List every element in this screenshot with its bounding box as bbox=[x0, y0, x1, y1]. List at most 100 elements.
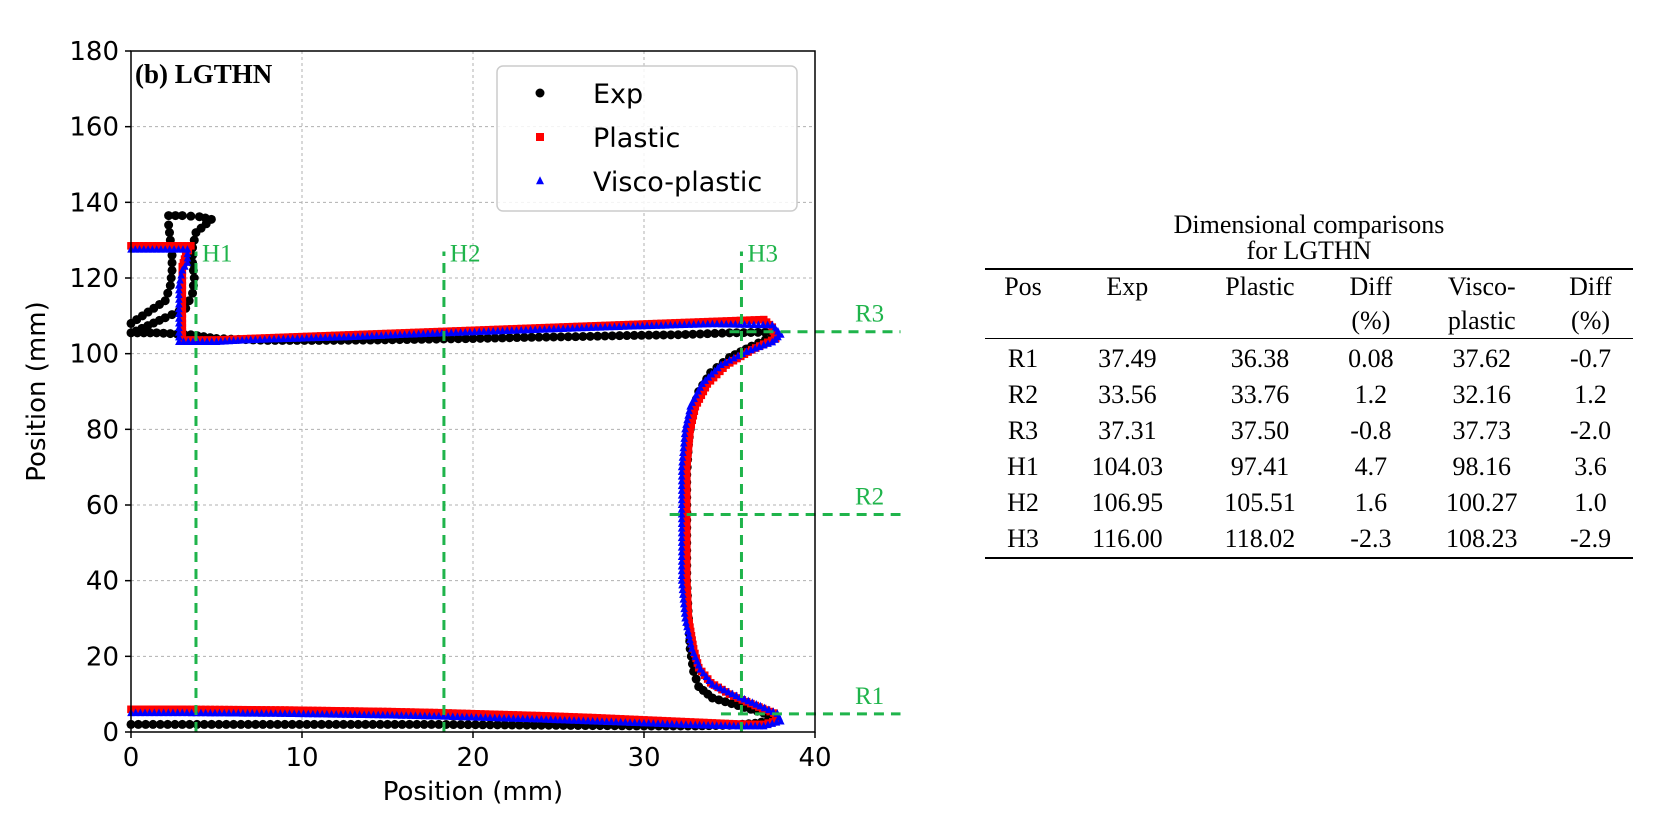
data-point-plastic bbox=[686, 425, 694, 434]
data-point-exp bbox=[177, 211, 187, 221]
data-point-plastic bbox=[685, 430, 694, 438]
data-point-visco-plastic bbox=[372, 331, 381, 340]
data-point-exp bbox=[236, 719, 246, 729]
data-point-exp bbox=[461, 334, 471, 344]
table-cell: -0.7 bbox=[1569, 344, 1612, 373]
data-point-exp bbox=[456, 720, 466, 730]
table-row: R2 33.56 33.76 1.2 32.16 1.2 bbox=[985, 377, 1633, 413]
data-point-exp bbox=[163, 288, 173, 298]
table-cell: R3 bbox=[1007, 416, 1039, 445]
data-point-exp bbox=[214, 719, 224, 729]
data-point-plastic bbox=[687, 631, 696, 640]
data-point-plastic bbox=[690, 407, 699, 415]
data-point-exp bbox=[629, 330, 639, 340]
y-tick-label: 100 bbox=[69, 340, 119, 370]
data-point-exp bbox=[185, 719, 195, 729]
data-point-exp bbox=[148, 719, 158, 729]
panel-label: (b) LGTHN bbox=[135, 59, 273, 89]
data-point-exp bbox=[383, 719, 392, 729]
data-point-plastic bbox=[178, 332, 187, 340]
data-point-plastic bbox=[755, 315, 763, 324]
table-cell: 108.23 bbox=[1446, 524, 1518, 553]
data-point-visco-plastic bbox=[175, 281, 183, 289]
data-point-visco-plastic bbox=[680, 604, 688, 613]
data-point-exp bbox=[164, 228, 174, 238]
data-point-exp bbox=[607, 331, 617, 341]
data-point-plastic bbox=[741, 316, 749, 325]
table-row: H2 106.95 105.51 1.6 100.27 1.0 bbox=[985, 485, 1633, 521]
data-point-plastic bbox=[682, 543, 691, 552]
data-point-visco-plastic bbox=[734, 351, 742, 360]
data-point-exp bbox=[167, 258, 177, 268]
data-point-exp bbox=[514, 720, 524, 730]
data-point-exp bbox=[258, 719, 268, 729]
data-point-exp bbox=[158, 328, 168, 338]
data-point-exp bbox=[273, 719, 283, 729]
data-point-exp bbox=[710, 328, 720, 338]
table-cell: -2.3 bbox=[1350, 524, 1392, 553]
table-row: H3 116.00 118.02 -2.3 108.23 -2.9 bbox=[985, 521, 1633, 558]
table-row: H1 104.03 97.41 4.7 98.16 3.6 bbox=[985, 449, 1633, 485]
data-point-visco-plastic bbox=[689, 648, 698, 656]
marker-label-r2: R2 bbox=[855, 483, 884, 510]
data-point-visco-plastic bbox=[717, 360, 725, 369]
data-point-plastic bbox=[682, 534, 691, 542]
data-point-plastic bbox=[682, 477, 691, 486]
series-layer bbox=[126, 211, 785, 731]
x-axis-label: Position (mm) bbox=[383, 777, 563, 807]
table-header-cell: Exp bbox=[1061, 269, 1194, 339]
table-cell: 1.2 bbox=[1354, 380, 1388, 409]
data-point-visco-plastic bbox=[679, 448, 687, 457]
data-point-exp bbox=[529, 720, 539, 730]
chart: H1 H2 H3 R1 R2 R3 0 10 20 30 40 0 20 40 60 80 100 120 140… bbox=[22, 37, 901, 807]
data-point-plastic bbox=[682, 515, 691, 523]
data-point-exp bbox=[295, 719, 305, 729]
data-point-exp bbox=[695, 329, 705, 339]
data-point-exp bbox=[536, 720, 546, 730]
data-point-exp bbox=[497, 333, 507, 343]
data-point-exp bbox=[448, 720, 458, 730]
data-point-exp bbox=[170, 211, 180, 221]
data-point-visco-plastic bbox=[682, 420, 690, 428]
table-cell: 1.0 bbox=[1574, 488, 1607, 517]
data-point-exp bbox=[412, 719, 422, 729]
data-point-exp bbox=[170, 719, 180, 729]
table-cell: 106.95 bbox=[1091, 488, 1164, 517]
data-point-plastic bbox=[750, 316, 759, 324]
table-header-cell: Visco-plastic bbox=[1415, 269, 1548, 339]
data-point-exp bbox=[265, 719, 275, 729]
data-point-visco-plastic bbox=[677, 486, 686, 494]
data-point-plastic bbox=[682, 529, 691, 538]
data-point-visco-plastic bbox=[677, 561, 686, 570]
data-point-visco-plastic bbox=[682, 618, 690, 626]
y-tick-label: 40 bbox=[86, 567, 119, 597]
data-point-visco-plastic bbox=[396, 330, 404, 338]
data-point-plastic bbox=[684, 614, 693, 623]
data-point-visco-plastic bbox=[175, 299, 183, 308]
data-point-visco-plastic bbox=[684, 626, 692, 635]
data-point-exp bbox=[165, 329, 175, 339]
legend-marker-exp bbox=[535, 88, 545, 98]
data-point-exp bbox=[593, 331, 603, 341]
data-point-exp bbox=[287, 719, 297, 729]
data-point-exp bbox=[468, 334, 478, 344]
data-point-visco-plastic bbox=[687, 639, 695, 648]
table-header-text: plastic bbox=[1447, 306, 1516, 335]
data-point-exp bbox=[207, 719, 217, 729]
data-point-visco-plastic bbox=[175, 314, 183, 322]
table-cell: 116.00 bbox=[1092, 524, 1163, 553]
data-point-plastic bbox=[187, 242, 195, 250]
data-point-plastic bbox=[195, 336, 204, 344]
data-point-plastic bbox=[178, 295, 187, 304]
data-point-visco-plastic bbox=[382, 331, 390, 339]
data-point-visco-plastic bbox=[677, 528, 686, 537]
data-point-visco-plastic bbox=[691, 652, 700, 661]
data-point-plastic bbox=[684, 600, 692, 609]
data-point-exp bbox=[556, 332, 566, 342]
legend-marker-visco-plastic bbox=[536, 176, 544, 185]
data-point-exp bbox=[507, 720, 517, 730]
data-point-exp bbox=[141, 719, 151, 729]
data-point-exp bbox=[691, 674, 701, 684]
data-point-visco-plastic bbox=[677, 543, 686, 551]
data-point-exp bbox=[694, 682, 704, 692]
